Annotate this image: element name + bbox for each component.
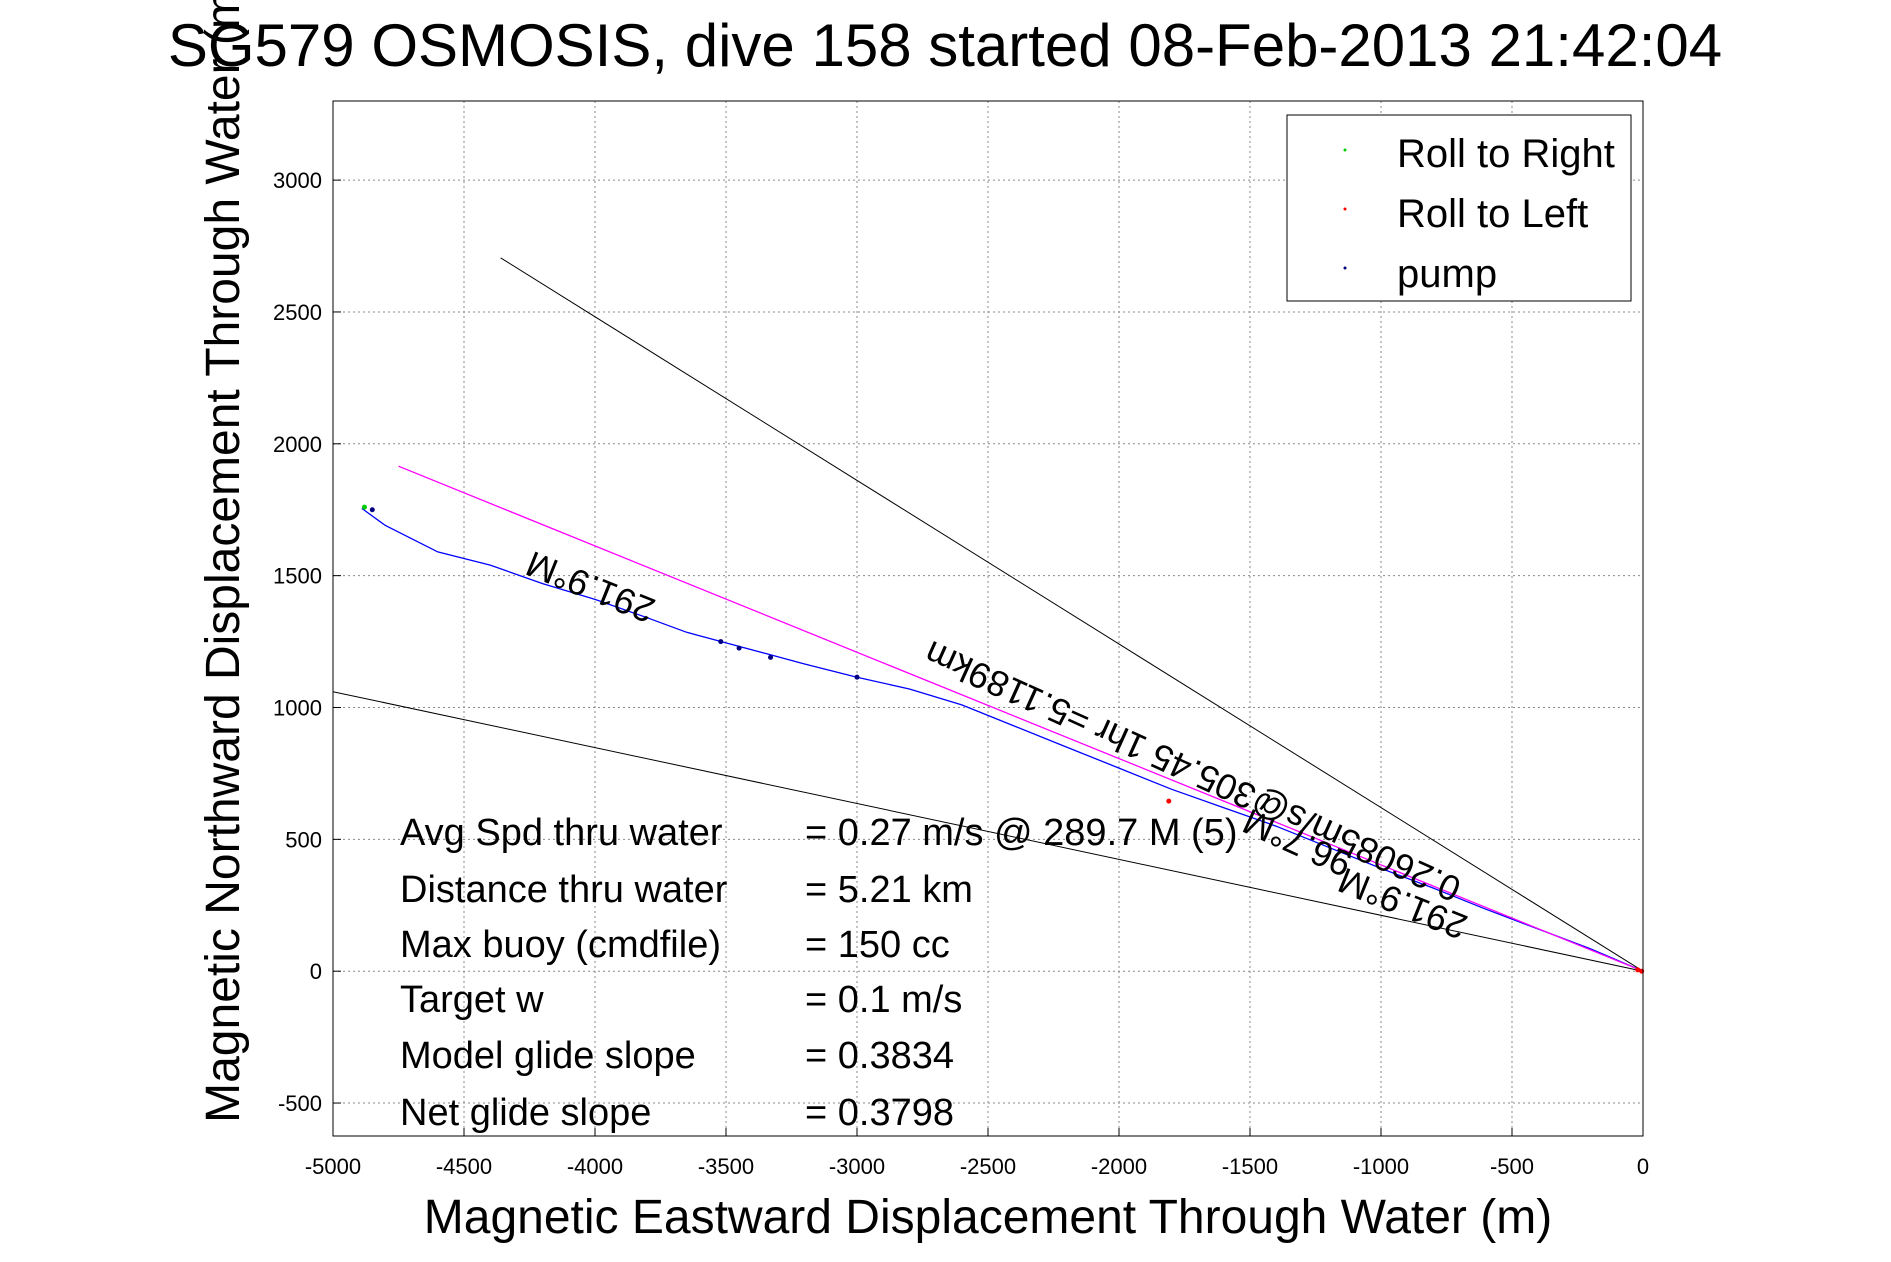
pump-marker xyxy=(718,639,724,645)
legend-label-roll-right: Roll to Right xyxy=(1397,132,1615,176)
legend: Roll to Right Roll to Left pump xyxy=(1286,114,1632,302)
stat-label: Max buoy (cmdfile) xyxy=(400,924,721,966)
reference-line-series xyxy=(332,691,1644,972)
legend-label-roll-left: Roll to Left xyxy=(1397,192,1588,236)
reference-line-series xyxy=(500,257,1644,972)
x-axis-ticks: -5000 -4500 -4000 -3500 -3000 -2500 -2000 -1500… xyxy=(305,1128,1649,1179)
x-tick-label: 0 xyxy=(1637,1154,1649,1179)
pump-marker xyxy=(369,507,375,513)
y-tick-label: 500 xyxy=(285,827,322,852)
stat-label: Distance thru water xyxy=(400,869,728,911)
stat-label: Target w xyxy=(400,979,544,1021)
pump-marker xyxy=(854,674,860,680)
grid xyxy=(332,101,1644,1136)
roll-left-marker xyxy=(1635,967,1641,973)
pump-marker xyxy=(736,645,742,651)
y-tick-label: 3000 xyxy=(273,168,322,193)
plot-markers xyxy=(361,504,1645,974)
y-tick-label: 0 xyxy=(310,959,322,984)
stat-label: Avg Spd thru water xyxy=(400,812,723,854)
stat-value: = 0.27 m/s @ 289.7 M (5) xyxy=(805,812,1237,854)
roll-right-marker xyxy=(361,504,367,510)
x-tick-label: -3000 xyxy=(829,1154,885,1179)
stat-value: = 0.1 m/s xyxy=(805,979,962,1021)
y-tick-label: 2500 xyxy=(273,300,322,325)
x-tick-label: -1500 xyxy=(1222,1154,1278,1179)
chart-title: SG579 OSMOSIS, dive 158 started 08-Feb-2… xyxy=(168,12,1722,79)
y-tick-label: 1500 xyxy=(273,564,322,589)
stat-label: Model glide slope xyxy=(400,1035,696,1077)
x-tick-label: -4000 xyxy=(567,1154,623,1179)
legend-label-pump: pump xyxy=(1397,252,1497,296)
y-tick-label: 1000 xyxy=(273,695,322,720)
x-tick-label: -500 xyxy=(1490,1154,1534,1179)
stat-value: = 0.3798 xyxy=(805,1092,954,1134)
y-tick-label: 2000 xyxy=(273,432,322,457)
stat-value: = 150 cc xyxy=(805,924,950,966)
roll-left-marker xyxy=(1166,798,1172,804)
x-axis-label: Magnetic Eastward Displacement Through W… xyxy=(424,1191,1552,1244)
y-axis-label: Magnetic Northward Displacement Through … xyxy=(197,0,250,1123)
pump-marker xyxy=(768,654,774,660)
x-tick-label: -3500 xyxy=(698,1154,754,1179)
stats-block: Avg Spd thru water = 0.27 m/s @ 289.7 M (… xyxy=(400,812,1237,1134)
legend-marker-pump xyxy=(1343,266,1347,270)
legend-marker-roll-left xyxy=(1343,207,1347,211)
heading-line-series xyxy=(398,465,1644,972)
stat-label: Net glide slope xyxy=(400,1092,651,1134)
x-tick-label: -4500 xyxy=(436,1154,492,1179)
legend-marker-roll-right xyxy=(1343,148,1347,152)
x-tick-label: -5000 xyxy=(305,1154,361,1179)
x-tick-label: -2000 xyxy=(1091,1154,1147,1179)
x-tick-label: -2500 xyxy=(960,1154,1016,1179)
stat-value: = 5.21 km xyxy=(805,869,973,911)
y-axis-ticks: -500 0 500 1000 1500 2000 2500 3000 xyxy=(273,168,341,1116)
y-tick-label: -500 xyxy=(278,1091,322,1116)
plot-lines xyxy=(332,257,1644,972)
stat-value: = 0.3834 xyxy=(805,1035,954,1077)
x-tick-label: -1000 xyxy=(1353,1154,1409,1179)
track-series xyxy=(361,507,1644,972)
